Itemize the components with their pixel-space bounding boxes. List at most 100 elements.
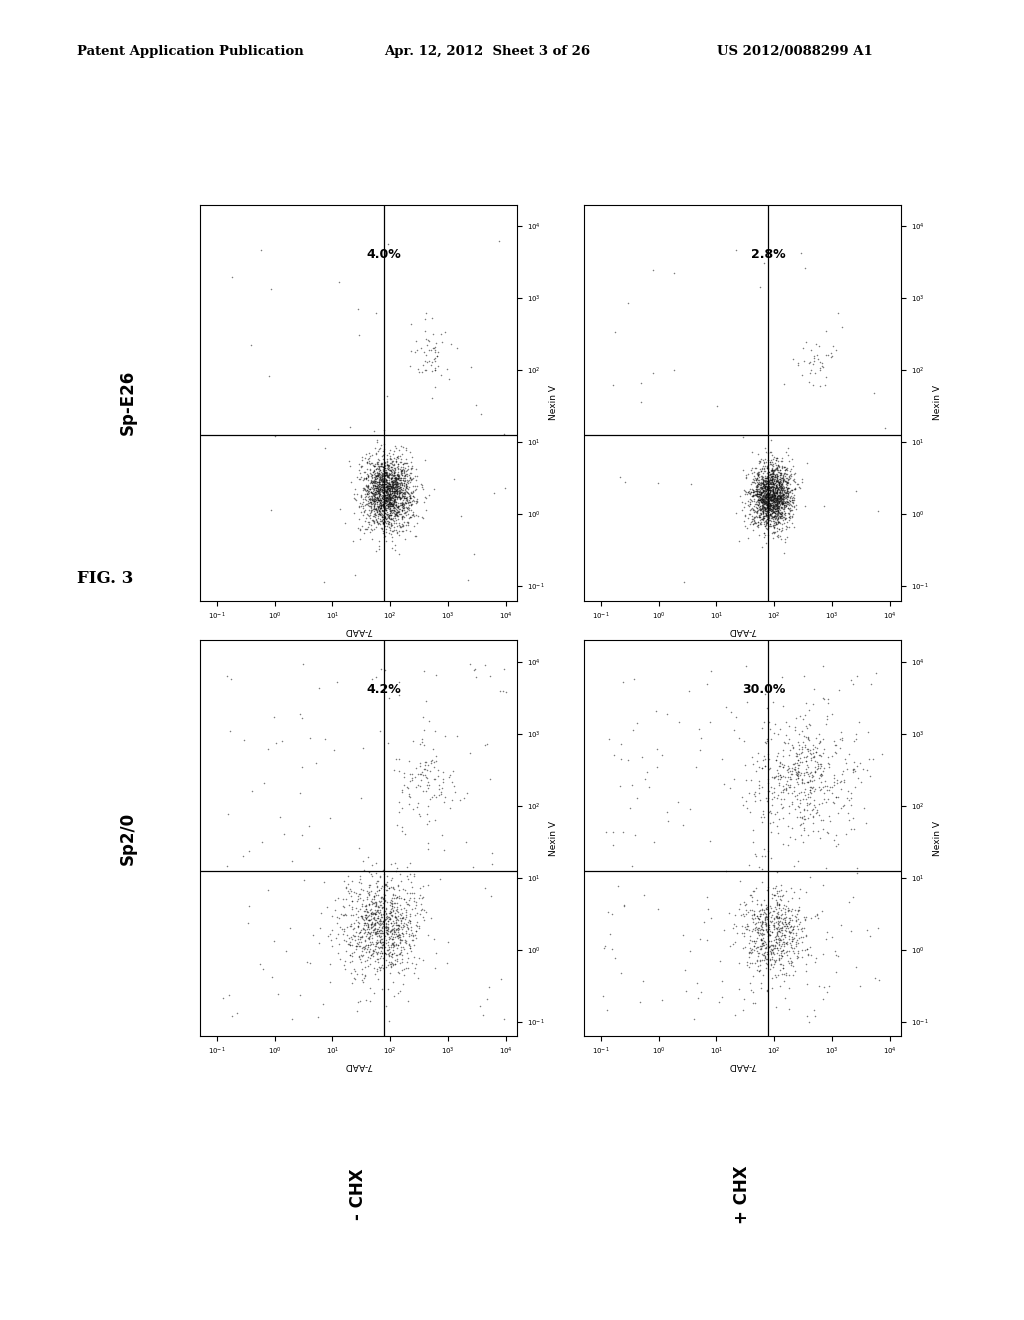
Point [802, 804, 818, 825]
Point [400, 869, 417, 890]
Point [373, 940, 389, 961]
Point [384, 895, 400, 916]
Point [411, 358, 427, 379]
Point [762, 487, 778, 508]
Point [383, 946, 399, 968]
Point [389, 478, 406, 499]
Point [757, 946, 773, 968]
Point [769, 480, 785, 502]
Point [799, 739, 815, 760]
Point [750, 494, 766, 515]
Point [738, 954, 755, 975]
Point [765, 471, 781, 492]
Point [376, 928, 392, 949]
Point [387, 465, 403, 486]
Point [388, 471, 404, 492]
Point [269, 983, 286, 1005]
Point [396, 888, 413, 909]
Point [434, 825, 451, 846]
Point [367, 908, 383, 929]
Point [790, 946, 806, 968]
Point [399, 496, 416, 517]
Point [818, 929, 835, 950]
Point [389, 486, 406, 507]
Point [379, 498, 395, 519]
Point [381, 480, 397, 502]
Point [744, 484, 761, 506]
Point [803, 764, 819, 785]
Point [767, 465, 783, 486]
Point [374, 939, 390, 960]
Point [396, 888, 413, 909]
Point [756, 482, 772, 503]
Point [357, 494, 374, 515]
Point [378, 879, 394, 900]
Point [760, 500, 776, 521]
Point [354, 945, 371, 966]
Point [384, 451, 400, 473]
Point [374, 916, 390, 937]
Point [765, 473, 781, 494]
Point [687, 756, 703, 777]
Point [760, 467, 776, 488]
Point [341, 952, 357, 973]
Point [372, 920, 388, 941]
Point [764, 935, 780, 956]
Point [392, 494, 409, 515]
Point [771, 768, 787, 789]
Point [384, 916, 400, 937]
Point [762, 939, 778, 960]
Point [784, 898, 801, 919]
Point [763, 490, 779, 511]
Point [381, 508, 397, 529]
Point [764, 459, 780, 480]
Point [390, 474, 407, 495]
Point [762, 479, 778, 500]
Point [755, 488, 771, 510]
Point [394, 508, 411, 529]
Point [779, 492, 796, 513]
Point [818, 982, 835, 1003]
Point [812, 809, 828, 830]
Point [733, 787, 750, 808]
Point [428, 665, 444, 686]
Point [757, 475, 773, 496]
Point [409, 796, 425, 817]
Point [758, 484, 774, 506]
Point [391, 952, 408, 973]
Point [765, 521, 781, 543]
Point [344, 899, 360, 920]
Point [761, 937, 777, 958]
Point [377, 451, 393, 473]
Point [380, 473, 396, 494]
Point [758, 937, 774, 958]
Point [770, 487, 786, 508]
Point [452, 789, 468, 810]
Point [765, 477, 781, 498]
Point [855, 759, 871, 780]
Point [750, 942, 766, 964]
Point [750, 483, 766, 504]
Point [849, 755, 865, 776]
Point [354, 879, 371, 900]
Point [749, 503, 765, 524]
Point [780, 483, 797, 504]
Point [758, 504, 774, 525]
Point [605, 834, 622, 855]
Point [378, 490, 394, 511]
Point [798, 789, 814, 810]
Point [367, 504, 383, 525]
Point [386, 480, 402, 502]
Point [780, 495, 797, 516]
Point [386, 488, 402, 510]
Point [798, 693, 814, 714]
Point [846, 730, 862, 751]
Point [377, 490, 393, 511]
Point [752, 473, 768, 494]
Point [406, 891, 422, 912]
Point [788, 909, 805, 931]
Point [419, 759, 435, 780]
Point [703, 660, 720, 681]
Point [781, 474, 798, 495]
Point [754, 478, 770, 499]
